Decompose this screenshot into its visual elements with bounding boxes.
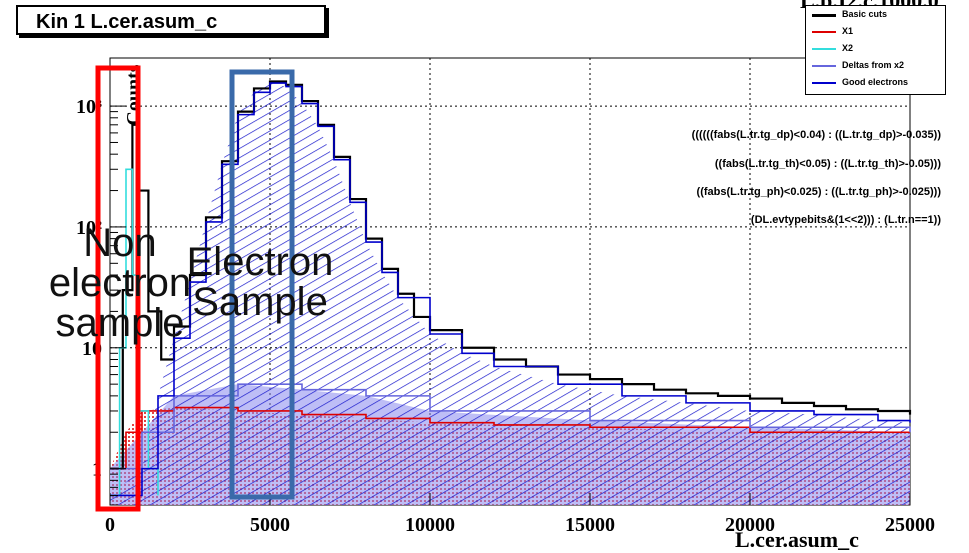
legend-swatch	[812, 31, 836, 33]
x-tick-label: 20000	[725, 514, 775, 536]
electron-box	[229, 69, 295, 500]
cut-label-3: ((fabs(L.tr.tg_ph)<0.025) : ((L.tr.tg_ph…	[696, 186, 941, 198]
series-line-deltas-from-x2	[110, 383, 911, 470]
x-tick-label: 10000	[405, 514, 455, 536]
series-line-x1	[110, 406, 910, 470]
legend-swatch	[812, 48, 836, 50]
legend-item-basic-cuts: Basic cuts	[806, 8, 945, 22]
legend-label: Deltas from x2	[842, 60, 905, 70]
legend-item-x1: X1	[806, 25, 945, 39]
cut-label-1: ((((((fabs(L.tr.tg_dp)<0.04) : ((L.tr.tg…	[691, 129, 941, 141]
legend-item-x2: X2	[806, 42, 945, 56]
legend-label: Good electrons	[842, 77, 909, 87]
x-tick-label: 25000	[885, 514, 935, 536]
legend-swatch	[812, 14, 836, 17]
non-electron-label: Non electron sample	[48, 221, 192, 345]
series-line-basic-cuts	[110, 80, 912, 470]
chart-title: Kin 1 L.cer.asum_c	[16, 5, 326, 35]
legend-label: X2	[842, 43, 854, 53]
legend-label: X1	[842, 26, 854, 36]
legend-item-deltas: Deltas from x2	[806, 59, 945, 73]
legend-swatch	[812, 65, 836, 67]
y-axis-title: Counts	[123, 64, 145, 125]
x-axis-title: L.cer.asum_c	[735, 527, 859, 552]
x-tick-label: 0	[105, 514, 115, 536]
x-tick-label: 5000	[250, 514, 290, 536]
non-electron-box	[95, 65, 141, 512]
series-line-good-electrons	[110, 82, 911, 497]
electron-label: Electron Sample	[186, 240, 334, 324]
legend-item-good-electrons: Good electrons	[806, 76, 945, 90]
legend-swatch	[812, 82, 836, 84]
legend-label: Basic cuts	[842, 9, 888, 19]
cut-label-2: ((fabs(L.tr.tg_th)<0.05) : ((L.tr.tg_th)…	[714, 158, 941, 170]
x-tick-label: 15000	[565, 514, 615, 536]
series-fill-good-electrons	[110, 83, 910, 505]
legend: Basic cuts X1 X2 Deltas from x2 Good ele…	[805, 5, 946, 95]
cut-label-4: (DL.evtypebits&(1<<2))) : (L.tr.n==1))	[750, 214, 941, 226]
